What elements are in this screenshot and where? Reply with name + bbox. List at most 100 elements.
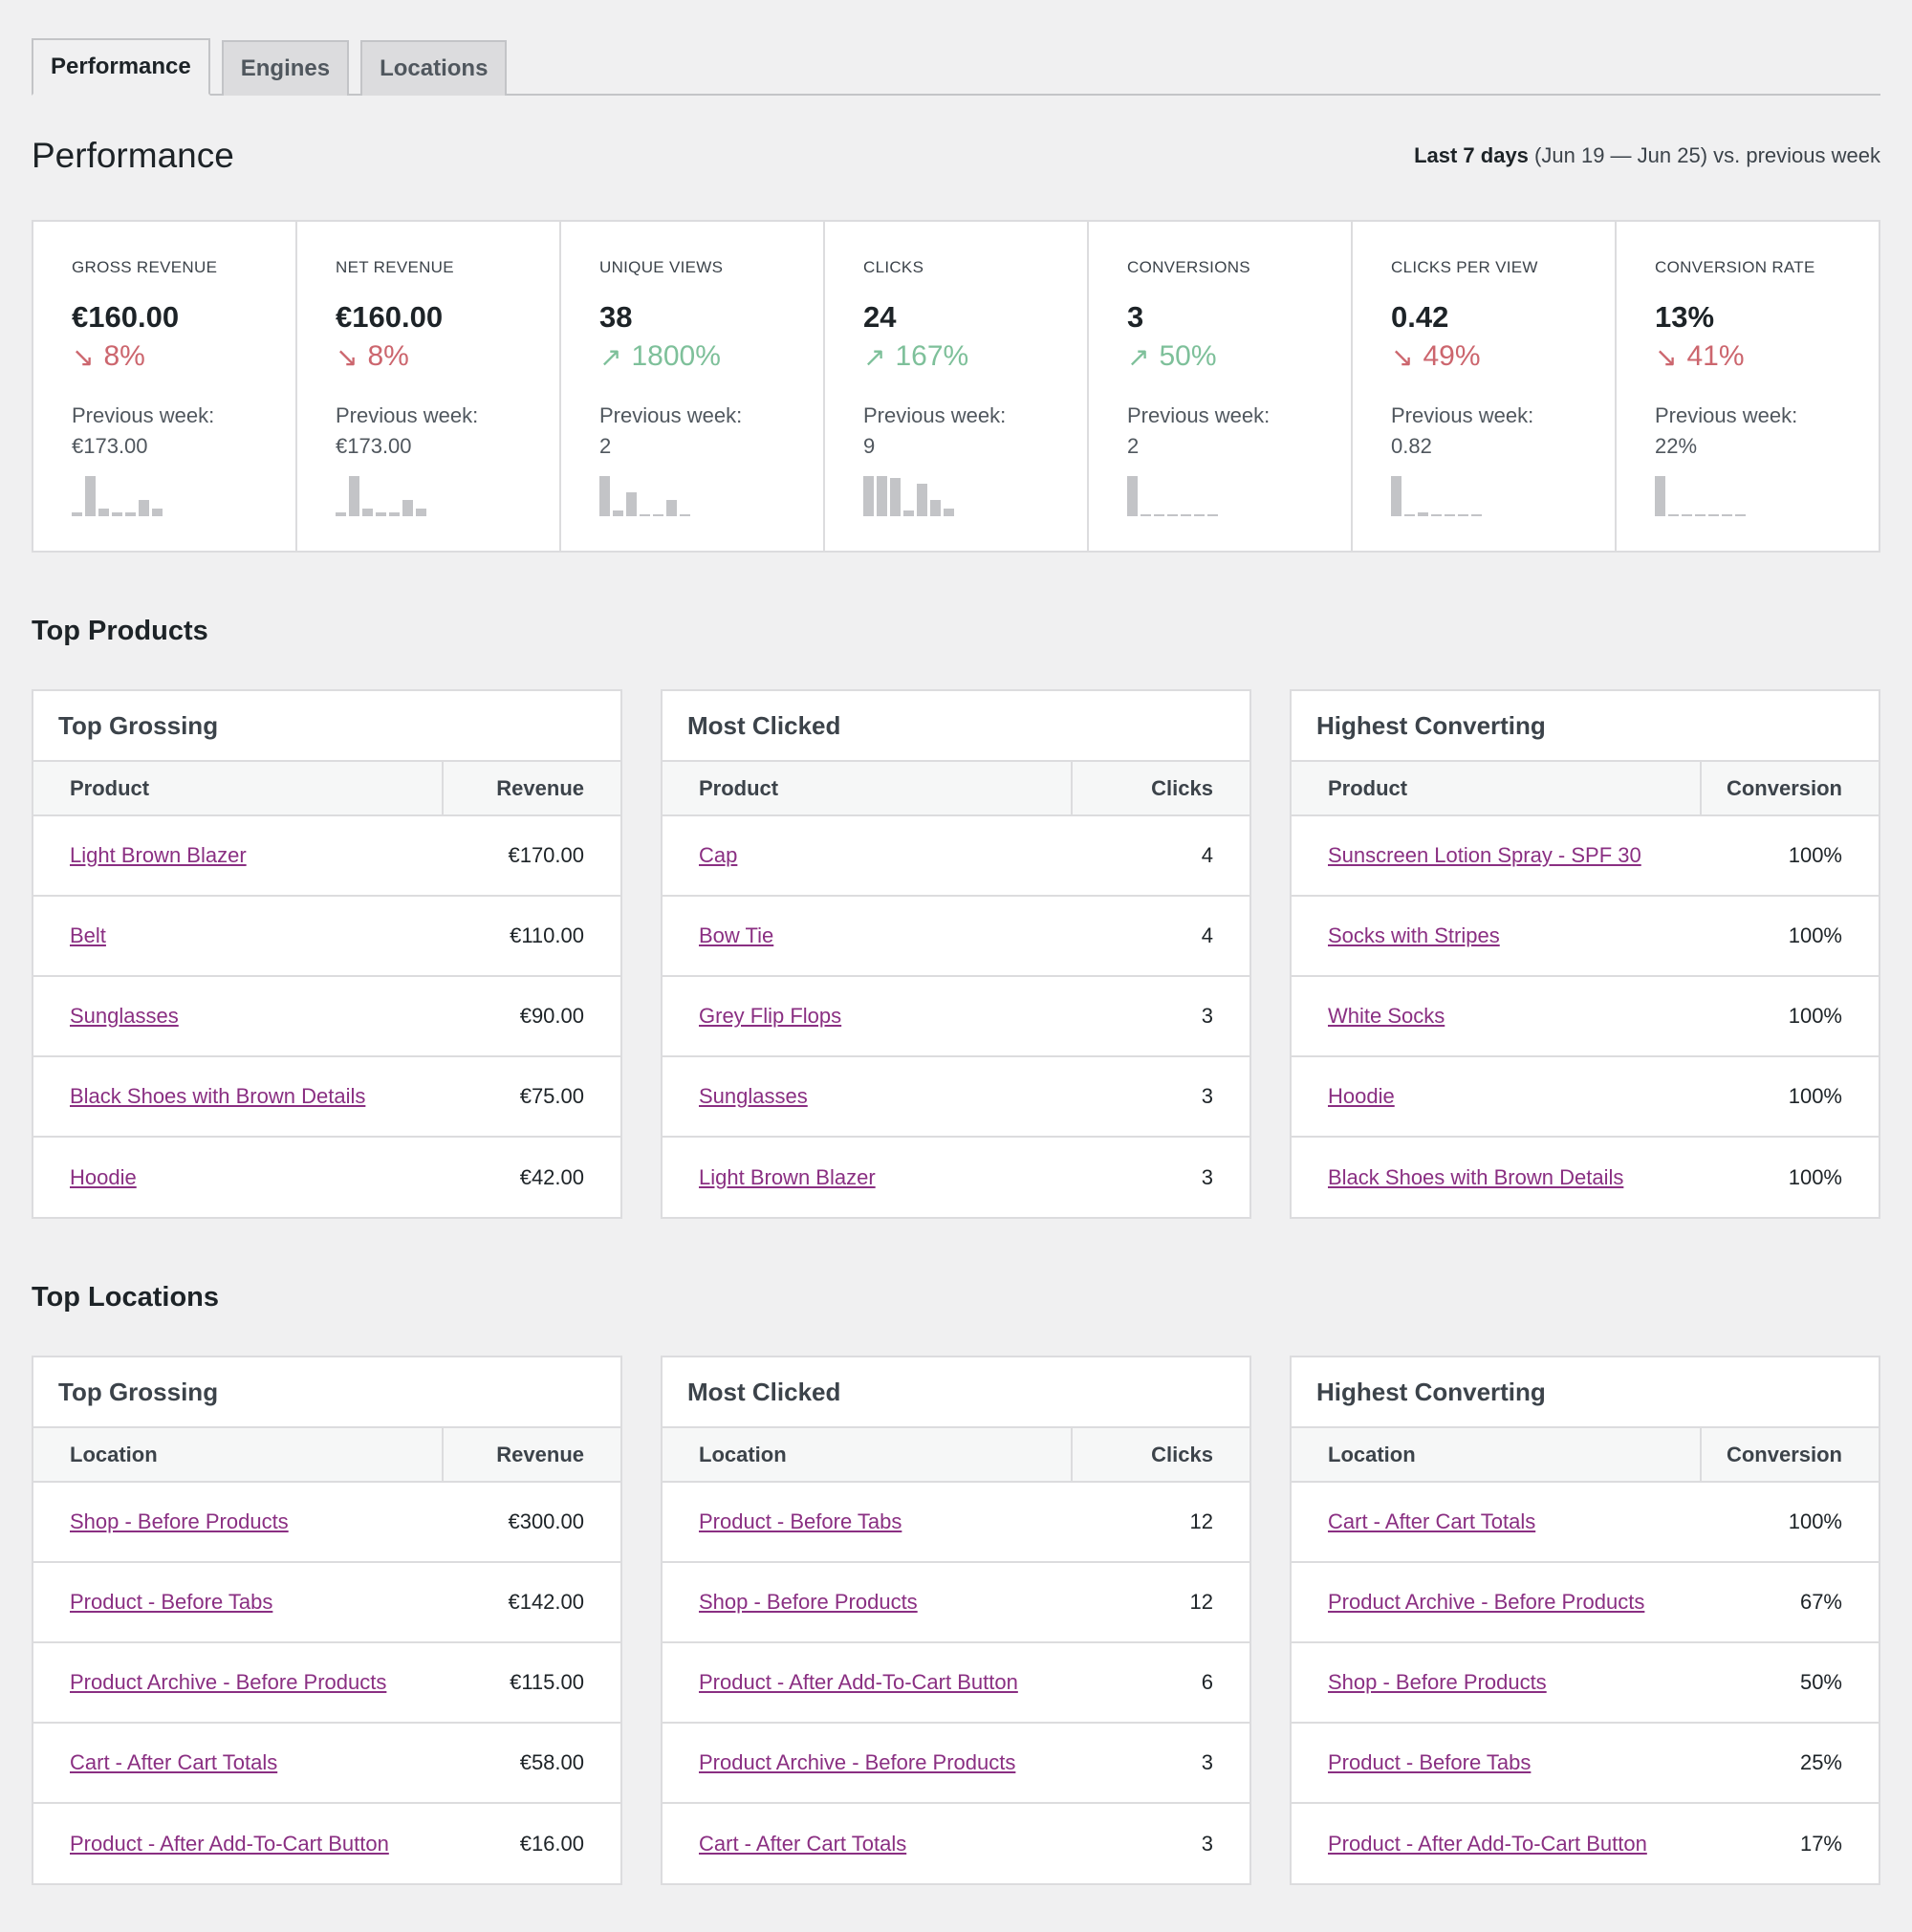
- sparkline-bar: [930, 500, 941, 516]
- table-cell-name: Shop - Before Products: [1292, 1642, 1701, 1724]
- sparkline-bar: [666, 500, 677, 516]
- column-header-value: Revenue: [442, 762, 620, 816]
- card-title: Highest Converting: [1292, 1357, 1879, 1428]
- metric-label: CONVERSION RATE: [1655, 258, 1815, 276]
- table-cell-name: Cart - After Cart Totals: [33, 1723, 443, 1804]
- metric-label: GROSS REVENUE: [72, 258, 218, 276]
- sparkline: [599, 474, 794, 516]
- table-cell-value: 6: [1072, 1642, 1249, 1724]
- item-link[interactable]: Cart - After Cart Totals: [70, 1750, 278, 1774]
- item-link[interactable]: Socks with Stripes: [1328, 923, 1500, 947]
- data-table: Product Clicks Cap 4 Bow Tie 4 Grey Flip…: [663, 762, 1249, 1217]
- item-link[interactable]: Shop - Before Products: [699, 1590, 918, 1614]
- item-link[interactable]: Cart - After Cart Totals: [699, 1831, 907, 1856]
- item-link[interactable]: Black Shoes with Brown Details: [70, 1084, 366, 1108]
- table-row: Sunscreen Lotion Spray - SPF 30 100%: [1292, 815, 1879, 897]
- item-link[interactable]: Light Brown Blazer: [699, 1164, 876, 1189]
- table-cell-value: 100%: [1788, 1164, 1842, 1189]
- tab-engines[interactable]: Engines: [221, 40, 350, 96]
- table-cell-name: Belt: [33, 896, 443, 977]
- item-link[interactable]: Product Archive - Before Products: [699, 1750, 1016, 1774]
- arrow-up-right-icon: ↗: [863, 341, 886, 372]
- metric-delta: ↘ 49%: [1391, 340, 1586, 373]
- sparkline-bar: [1735, 514, 1746, 516]
- table-row: Product Archive - Before Products 3: [663, 1723, 1249, 1804]
- tab-bar: Performance Engines Locations: [32, 38, 1880, 96]
- metric-previous-label: Previous week:: [72, 403, 215, 427]
- item-link[interactable]: Sunscreen Lotion Spray - SPF 30: [1328, 843, 1641, 867]
- sparkline-bar: [416, 509, 426, 516]
- table-cell-value: €16.00: [519, 1831, 584, 1856]
- column-header-name: Product: [663, 762, 1072, 816]
- item-link[interactable]: Sunglasses: [70, 1004, 179, 1028]
- table-header-row: Product Conversion: [1292, 762, 1879, 816]
- date-range-label: Last 7 days: [1414, 143, 1529, 167]
- table-row: Shop - Before Products 12: [663, 1562, 1249, 1643]
- item-link[interactable]: Shop - Before Products: [1328, 1670, 1547, 1694]
- column-header-name: Location: [1292, 1428, 1701, 1483]
- sparkline-bar: [1682, 514, 1692, 516]
- item-link[interactable]: White Socks: [1328, 1004, 1445, 1028]
- item-link[interactable]: Product Archive - Before Products: [1328, 1590, 1645, 1614]
- table-cell-value: 50%: [1701, 1642, 1879, 1724]
- item-link[interactable]: Product - After Add-To-Cart Button: [1328, 1831, 1647, 1856]
- item-link[interactable]: Cart - After Cart Totals: [1328, 1509, 1536, 1533]
- card-title: Top Grossing: [33, 691, 620, 762]
- item-link[interactable]: Belt: [70, 923, 106, 947]
- item-link[interactable]: Light Brown Blazer: [70, 843, 247, 867]
- page-title: Performance: [32, 136, 234, 175]
- sparkline-bar: [944, 509, 954, 516]
- sparkline-bar: [1431, 514, 1442, 516]
- item-link[interactable]: Product - After Add-To-Cart Button: [70, 1831, 389, 1856]
- item-link[interactable]: Bow Tie: [699, 923, 774, 947]
- metric-card: CLICKS 24 ↗ 167% Previous week: 9: [825, 222, 1089, 551]
- tab-performance[interactable]: Performance: [32, 38, 210, 96]
- item-link[interactable]: Product Archive - Before Products: [70, 1670, 387, 1694]
- table-cell-name: Grey Flip Flops: [663, 976, 1072, 1057]
- table-row: Hoodie 100%: [1292, 1056, 1879, 1138]
- table-cell-value: €42.00: [519, 1164, 584, 1189]
- table-cell-value: 100%: [1701, 1482, 1879, 1563]
- table-row: Product - Before Tabs 25%: [1292, 1723, 1879, 1804]
- metric-delta-value: 41%: [1686, 340, 1745, 372]
- table-row: White Socks 100%: [1292, 976, 1879, 1057]
- column-header-value: Conversion: [1700, 1428, 1879, 1483]
- table-cell-value: 3: [1072, 1056, 1249, 1138]
- table-cell-name: Hoodie: [33, 1137, 443, 1217]
- table-header-row: Location Clicks: [663, 1428, 1249, 1483]
- metric-previous-value: €173.00: [336, 434, 412, 458]
- table-row: Shop - Before Products 50%: [1292, 1642, 1879, 1724]
- item-link[interactable]: Product - Before Tabs: [70, 1590, 273, 1614]
- sparkline-bar: [152, 509, 163, 516]
- sparkline-bar: [1445, 514, 1455, 516]
- table-cell-value: 4: [1072, 896, 1249, 977]
- table-cell-name: Cart - After Cart Totals: [1292, 1482, 1701, 1563]
- sparkline-bar: [1722, 514, 1732, 516]
- sparkline-bar: [599, 476, 610, 516]
- item-link[interactable]: Product - Before Tabs: [1328, 1750, 1532, 1774]
- table-row: Product - Before Tabs 12: [663, 1482, 1249, 1563]
- metric-previous-label: Previous week:: [1655, 403, 1798, 427]
- performance-header: Performance Last 7 days (Jun 19 — Jun 25…: [32, 130, 1880, 182]
- item-link[interactable]: Hoodie: [70, 1164, 137, 1189]
- table-cell-name: Sunglasses: [663, 1056, 1072, 1138]
- item-link[interactable]: Product - After Add-To-Cart Button: [699, 1670, 1018, 1694]
- sparkline-bar: [863, 476, 874, 516]
- sparkline-bar: [1207, 514, 1218, 516]
- sparkline-bar: [336, 512, 346, 516]
- metric-previous-label: Previous week:: [863, 403, 1007, 427]
- sparkline: [1655, 474, 1850, 516]
- tab-locations[interactable]: Locations: [360, 40, 508, 96]
- item-link[interactable]: Grey Flip Flops: [699, 1004, 842, 1028]
- item-link[interactable]: Sunglasses: [699, 1084, 808, 1108]
- data-table: Product Revenue Light Brown Blazer €170.…: [33, 762, 620, 1217]
- sparkline-bar: [98, 509, 109, 516]
- metric-delta-value: 1800%: [631, 340, 721, 372]
- item-link[interactable]: Black Shoes with Brown Details: [1328, 1164, 1624, 1189]
- item-link[interactable]: Hoodie: [1328, 1084, 1395, 1108]
- table-header-row: Location Conversion: [1292, 1428, 1879, 1483]
- sparkline-bar: [72, 512, 82, 516]
- item-link[interactable]: Product - Before Tabs: [699, 1509, 902, 1533]
- item-link[interactable]: Shop - Before Products: [70, 1509, 289, 1533]
- item-link[interactable]: Cap: [699, 843, 738, 867]
